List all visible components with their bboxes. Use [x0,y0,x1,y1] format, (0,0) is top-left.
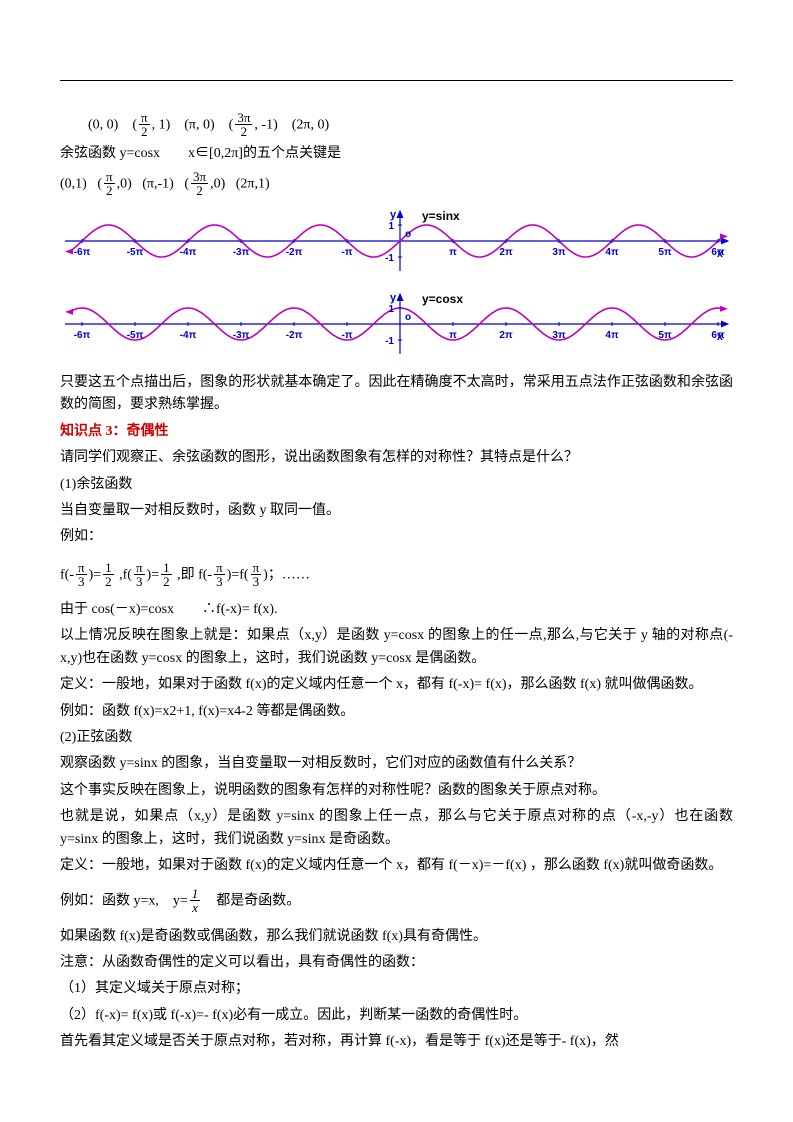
parity: 如果函数 f(x)是奇函数或偶函数，那么我们就说函数 f(x)具有奇偶性。 [60,926,733,948]
cos-section-4: 由于 cos(－x)=cosx ∴f(-x)= f(x). [60,599,733,621]
svg-text:y: y [390,292,397,304]
cos-svg: -6π-5π-4π-3π-2π-ππ2π3π4π5π6π1-1oyxy=cosx [60,289,733,359]
svg-text:y=cosx: y=cosx [422,292,463,306]
svg-text:4π: 4π [605,247,619,258]
txt: ,f( [116,567,132,582]
svg-text:-6π: -6π [74,330,91,341]
svg-text:-3π: -3π [233,247,250,258]
svg-text:-4π: -4π [180,330,197,341]
cos-keypoints: (0,1) (π2,0) (π,-1) (3π2,0) (2π,1) [60,170,733,198]
txt: ,即 f(- [174,567,213,582]
cos-section-3: f(-π3)=12 ,f(π3)=12 ,即 f(-π3)=f(π3)；…… [60,561,733,589]
txt: 都是奇函数。 [202,894,300,909]
txt: )= [147,567,160,582]
svg-text:-1: -1 [385,336,394,347]
svg-text:-5π: -5π [127,247,144,258]
cos-section-1: 当自变量取一对相反数时，函数 y 取同一值。 [60,500,733,522]
ex-odd: 例如：函数 y=x, y=1x 都是奇函数。 [60,887,733,915]
top-rule [60,80,733,81]
pt: ,0) [210,176,225,191]
txt: )= [89,567,102,582]
kp3-title: 知识点 3：奇偶性 [60,421,733,443]
svg-text:1: 1 [388,221,394,232]
frac: 12 [161,561,172,589]
pt: , -1) [254,117,277,132]
svg-text:y=sinx: y=sinx [422,209,460,223]
note-1: （1）其定义域关于原点对称； [60,978,733,1000]
frac: 3π2 [191,170,208,198]
cos-chart: -6π-5π-4π-3π-2π-ππ2π3π4π5π6π1-1oyxy=cosx [60,289,733,364]
note-3: 首先看其定义域是否关于原点对称，若对称，再计算 f(-x)，看是等于 f(x)还… [60,1031,733,1053]
pt: (2π, 0) [292,117,329,132]
sin-section-title: (2)正弦函数 [60,727,733,749]
svg-text:-2π: -2π [286,330,303,341]
cos-keypoints-intro: 余弦函数 y=cosx x∈[0,2π]的五个点关键是 [60,143,733,165]
pt: ( [132,117,137,132]
svg-text:-1: -1 [385,253,394,264]
svg-text:-π: -π [342,330,353,341]
svg-text:3π: 3π [552,247,566,258]
svg-text:x: x [717,248,724,260]
cos-section-5: 以上情况反映在图象上就是：如果点（x,y）是函数 y=cosx 的图象上的任一点… [60,625,733,670]
frac: π3 [76,561,87,589]
svg-text:4π: 4π [605,330,619,341]
svg-text:o: o [405,312,411,323]
pt: (π, 0) [184,117,214,132]
svg-text:-3π: -3π [233,330,250,341]
svg-text:2π: 2π [499,247,513,258]
frac: π3 [214,561,225,589]
frac: π3 [251,561,262,589]
def-odd: 定义：一般地，如果对于函数 f(x)的定义域内任意一个 x，都有 f(－x)=－… [60,855,733,877]
svg-text:-4π: -4π [180,247,197,258]
frac: π3 [134,561,145,589]
pt: (0, 0) [88,117,118,132]
kp3-intro: 请同学们观察正、余弦函数的图形，说出函数图象有怎样的对称性？其特点是什么？ [60,447,733,469]
ex-even: 例如：函数 f(x)=x2+1, f(x)=x4-2 等都是偶函数。 [60,701,733,723]
sin-section-3: 也就是说，如果点（x,y）是函数 y=sinx 的图象上任一点，那么与它关于原点… [60,806,733,851]
svg-text:-6π: -6π [74,247,91,258]
pt: (π,-1) [142,176,174,191]
note-hdr: 注意：从函数奇偶性的定义可以看出，具有奇偶性的函数： [60,952,733,974]
txt: )=f( [227,567,249,582]
frac: 3π2 [235,111,252,139]
svg-text:-5π: -5π [127,330,144,341]
sin-chart: -6π-5π-4π-3π-2π-ππ2π3π4π5π6π1-1oyxy=sinx [60,206,733,281]
frac: π2 [104,170,115,198]
svg-text:1: 1 [388,304,394,315]
sin-section-1: 观察函数 y=sinx 的图象，当自变量取一对相反数时，它们对应的函数值有什么关… [60,753,733,775]
pt: ( [97,176,102,191]
sin-section-2: 这个事实反映在图象上，说明函数的图象有怎样的对称性呢？函数的图象关于原点对称。 [60,780,733,802]
def-even: 定义：一般地，如果对于函数 f(x)的定义域内任意一个 x，都有 f(-x)= … [60,674,733,696]
sin-keypoints: (0, 0) (π2, 1) (π, 0) (3π2, -1) (2π, 0) [60,111,733,139]
sin-svg: -6π-5π-4π-3π-2π-ππ2π3π4π5π6π1-1oyxy=sinx [60,206,733,276]
page: (0, 0) (π2, 1) (π, 0) (3π2, -1) (2π, 0) … [0,0,793,1098]
txt: )；…… [263,567,310,582]
after-charts: 只要这五个点描出后，图象的形状就基本确定了。因此在精确度不太高时，常采用五点法作… [60,372,733,417]
cos-section-title: (1)余弦函数 [60,474,733,496]
pt: ( [229,117,234,132]
pt: (0,1) [60,176,87,191]
svg-text:5π: 5π [658,330,672,341]
txt: 例如：函数 y=x, y= [60,894,188,909]
pt: ,0) [117,176,132,191]
svg-text:-2π: -2π [286,247,303,258]
svg-text:2π: 2π [499,330,513,341]
cos-section-2: 例如： [60,526,733,548]
frac: 1x [190,887,201,915]
svg-text:o: o [405,229,411,240]
svg-text:π: π [449,247,457,258]
svg-text:y: y [390,209,397,221]
svg-text:-π: -π [342,247,353,258]
svg-text:x: x [717,331,724,343]
svg-text:3π: 3π [552,330,566,341]
frac: 12 [103,561,114,589]
frac: π2 [139,111,150,139]
svg-text:5π: 5π [658,247,672,258]
pt: ( [184,176,189,191]
pt: , 1) [152,117,171,132]
note-2: （2）f(-x)= f(x)或 f(-x)=- f(x)必有一成立。因此，判断某… [60,1005,733,1027]
txt: f(- [60,567,74,582]
pt: (2π,1) [236,176,270,191]
svg-text:π: π [449,330,457,341]
